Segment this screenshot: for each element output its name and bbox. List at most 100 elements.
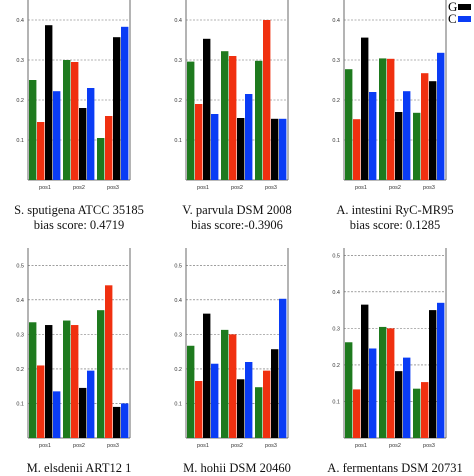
bar-pos3-A <box>413 112 421 180</box>
bar-pos1-C <box>211 363 219 438</box>
bar-pos1-G <box>361 304 369 438</box>
y-tick-label: 0.3 <box>174 332 182 338</box>
y-tick-label: 0.5 <box>16 263 24 269</box>
x-tick-label: pos1 <box>197 443 209 449</box>
bar-pos3-A <box>255 60 263 180</box>
bar-pos1-G <box>361 37 369 180</box>
x-tick-label: pos3 <box>265 443 277 449</box>
y-tick-label: 0.3 <box>16 332 24 338</box>
bar-pos3-T <box>421 382 429 438</box>
bar-pos2-G <box>79 108 87 180</box>
chart-panel-6: 0.1 0.2 0.3 0.4 0.5 pos1 pos2 pos3 <box>332 248 447 449</box>
bar-pos3-C <box>437 302 445 438</box>
x-tick-label: pos2 <box>389 443 401 449</box>
chart-panel-5: 0.1 0.2 0.3 0.4 0.5 pos1 pos2 pos3 <box>174 248 289 449</box>
bar-pos3-G <box>271 349 279 438</box>
bar-pos2-G <box>395 112 403 180</box>
legend-label-c: C <box>448 11 457 26</box>
x-tick-label: pos3 <box>423 185 435 191</box>
bar-pos3-T <box>105 116 113 180</box>
y-tick-label: 0.4 <box>174 298 182 304</box>
x-tick-label: pos1 <box>39 443 51 449</box>
bar-pos1-A <box>345 342 353 438</box>
bar-pos2-T <box>229 56 237 180</box>
bar-pos3-T <box>263 20 271 180</box>
bar-pos3-T <box>105 285 113 438</box>
y-tick-label: 0.1 <box>174 138 182 144</box>
bar-pos1-T <box>195 104 203 180</box>
bar-pos3-G <box>113 37 121 181</box>
y-tick-label: 0.4 <box>174 18 182 24</box>
x-tick-label: pos3 <box>423 443 435 449</box>
y-tick-label: 0.3 <box>332 326 340 332</box>
bar-pos2-A <box>63 320 71 438</box>
bar-pos2-C <box>245 94 253 180</box>
legend-item-c: C <box>448 11 472 26</box>
bar-pos2-C <box>87 88 95 180</box>
x-tick-label: pos2 <box>389 185 401 191</box>
y-tick-label: 0.1 <box>332 399 340 405</box>
bar-pos1-G <box>203 38 211 180</box>
bar-pos1-T <box>195 381 203 438</box>
bar-pos1-G <box>45 25 53 181</box>
bar-pos1-T <box>37 122 45 180</box>
bar-pos1-A <box>345 69 353 180</box>
y-tick-label: 0.2 <box>16 98 24 104</box>
caption-6: A. fermentans DSM 20731 <box>316 461 474 476</box>
bar-pos3-A <box>97 310 105 438</box>
x-tick-label: pos2 <box>231 443 243 449</box>
caption-species-1: S. sputigena ATCC 35185 <box>14 203 144 217</box>
caption-species-6: A. fermentans DSM 20731 <box>327 461 463 475</box>
x-tick-label: pos2 <box>73 185 85 191</box>
y-tick-label: 0.1 <box>174 401 182 407</box>
chart-panel-1: 0.1 0.2 0.3 0.4 pos1 pos2 pos3 <box>16 0 131 191</box>
bar-pos3-T <box>421 73 429 180</box>
y-tick-label: 0.4 <box>16 298 24 304</box>
bar-pos1-T <box>37 365 45 438</box>
bar-pos2-T <box>229 334 237 438</box>
bar-pos1-A <box>29 80 37 180</box>
bar-pos2-G <box>395 371 403 438</box>
legend-swatch-c <box>458 16 471 22</box>
bar-pos3-G <box>271 118 279 180</box>
bar-pos2-C <box>87 370 95 438</box>
bar-pos1-C <box>369 92 377 180</box>
legend-swatch-g <box>458 4 471 10</box>
bar-pos2-C <box>403 357 411 438</box>
y-tick-label: 0.2 <box>16 367 24 373</box>
bar-pos3-C <box>279 298 287 438</box>
y-tick-label: 0.4 <box>16 18 24 24</box>
bar-pos3-T <box>263 370 271 438</box>
caption-score-3: bias score: 0.1285 <box>349 218 441 232</box>
y-tick-label: 0.3 <box>174 58 182 64</box>
chart-panel-3: 0.1 0.2 0.3 0.4 pos1 pos2 pos3 <box>332 0 447 191</box>
bar-pos3-G <box>429 81 437 180</box>
bar-pos3-A <box>97 138 105 180</box>
bar-pos1-A <box>187 345 195 438</box>
bar-pos2-G <box>237 118 245 180</box>
bar-pos2-A <box>379 58 387 180</box>
x-tick-label: pos3 <box>107 185 119 191</box>
caption-species-3: A. intestini RyC-MR95 <box>336 203 454 217</box>
x-tick-label: pos1 <box>197 185 209 191</box>
bar-pos1-C <box>53 91 61 180</box>
bar-pos2-C <box>403 91 411 180</box>
y-tick-label: 0.4 <box>332 290 340 296</box>
caption-species-5: M. hohii DSM 20460 <box>183 461 291 475</box>
bar-pos3-G <box>113 406 121 438</box>
y-tick-label: 0.5 <box>332 253 340 259</box>
caption-species-4: M. elsdenii ART12 1 <box>26 461 132 475</box>
bar-pos3-A <box>413 388 421 438</box>
bar-pos2-T <box>71 325 79 438</box>
bar-pos1-T <box>353 119 361 180</box>
bar-pos2-A <box>221 329 229 438</box>
bar-pos2-A <box>221 51 229 181</box>
bar-pos3-C <box>279 118 287 180</box>
bar-pos2-A <box>379 326 387 438</box>
x-tick-label: pos2 <box>231 185 243 191</box>
caption-score-2: bias score:-0.3906 <box>191 218 283 232</box>
legend: G C <box>448 0 472 26</box>
caption-score-1: bias score: 0.4719 <box>33 218 125 232</box>
x-tick-label: pos1 <box>39 185 51 191</box>
y-tick-label: 0.5 <box>174 263 182 269</box>
